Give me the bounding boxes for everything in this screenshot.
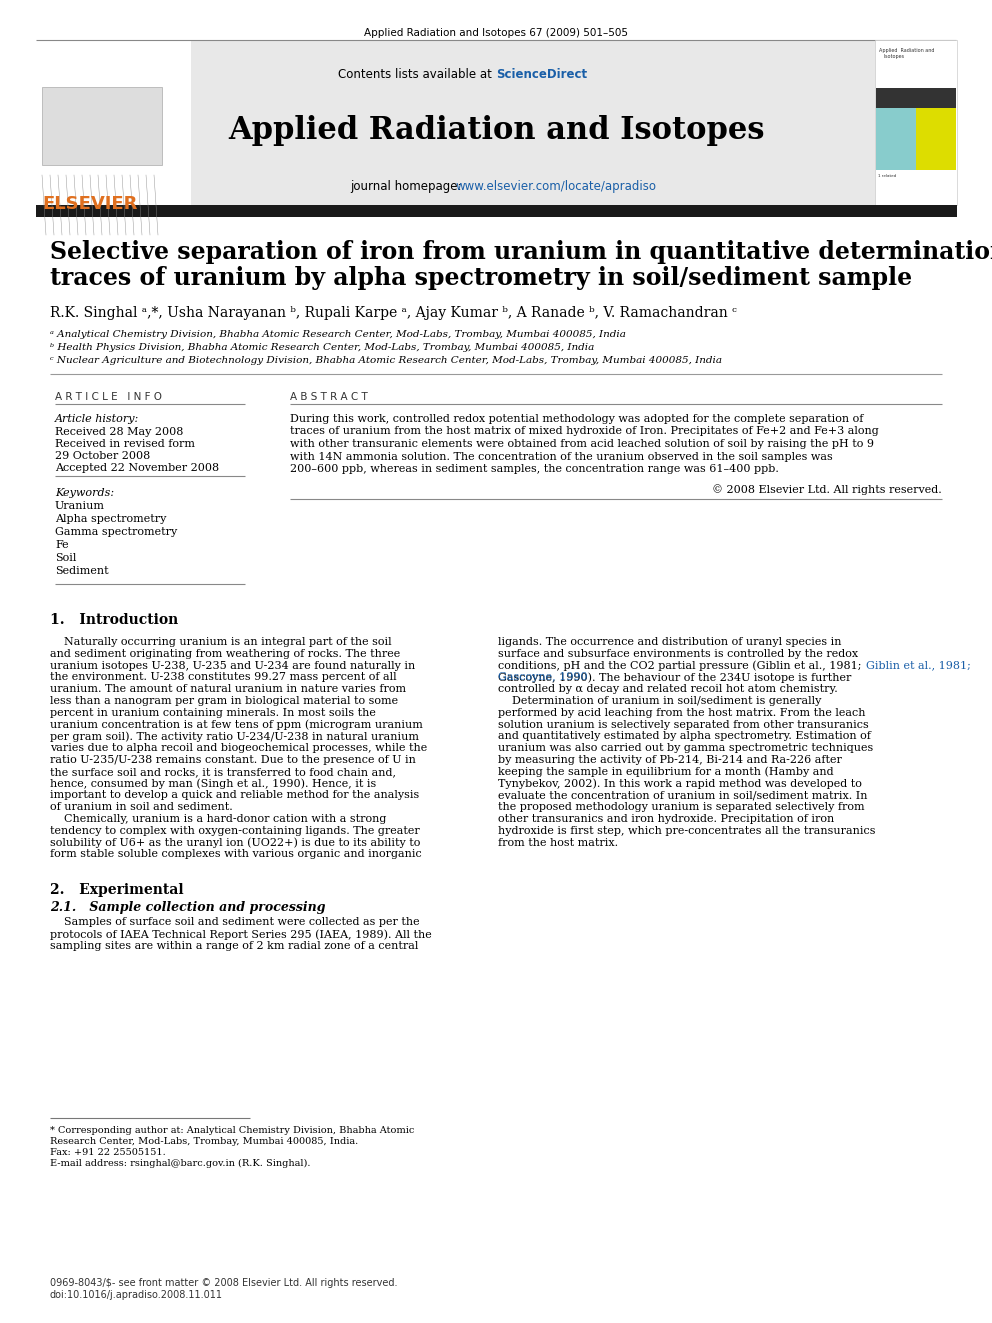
- Text: percent in uranium containing minerals. In most soils the: percent in uranium containing minerals. …: [50, 708, 376, 718]
- Text: Contents lists available at: Contents lists available at: [338, 67, 496, 81]
- Text: the proposed methodology uranium is separated selectively from: the proposed methodology uranium is sepa…: [498, 802, 865, 812]
- Bar: [36, 205, 957, 217]
- Text: form stable soluble complexes with various organic and inorganic: form stable soluble complexes with vario…: [50, 849, 422, 860]
- Text: keeping the sample in equilibrium for a month (Hamby and: keeping the sample in equilibrium for a …: [498, 767, 833, 778]
- Text: by measuring the activity of Pb-214, Bi-214 and Ra-226 after: by measuring the activity of Pb-214, Bi-…: [498, 755, 842, 765]
- Text: www.elsevier.com/locate/apradiso: www.elsevier.com/locate/apradiso: [456, 180, 657, 193]
- Text: ScienceDirect: ScienceDirect: [496, 67, 587, 81]
- Text: Keywords:: Keywords:: [55, 488, 114, 497]
- Bar: [36, 40, 191, 205]
- Bar: [876, 42, 956, 85]
- Text: Selective separation of iron from uranium in quantitative determination of: Selective separation of iron from uraniu…: [50, 239, 992, 265]
- Text: 200–600 ppb, whereas in sediment samples, the concentration range was 61–400 ppb: 200–600 ppb, whereas in sediment samples…: [290, 464, 779, 474]
- Text: uranium isotopes U-238, U-235 and U-234 are found naturally in: uranium isotopes U-238, U-235 and U-234 …: [50, 660, 416, 671]
- Text: other transuranics and iron hydroxide. Precipitation of iron: other transuranics and iron hydroxide. P…: [498, 814, 834, 824]
- Text: Tynybekov, 2002). In this work a rapid method was developed to: Tynybekov, 2002). In this work a rapid m…: [498, 779, 862, 789]
- Text: Gamma spectrometry: Gamma spectrometry: [55, 527, 178, 537]
- Bar: [875, 40, 957, 205]
- Text: Applied Radiation and Isotopes: Applied Radiation and Isotopes: [228, 115, 764, 146]
- Text: hence, consumed by man (Singh et al., 1990). Hence, it is: hence, consumed by man (Singh et al., 19…: [50, 779, 376, 789]
- Text: 1 related: 1 related: [878, 175, 896, 179]
- Text: Samples of surface soil and sediment were collected as per the: Samples of surface soil and sediment wer…: [50, 917, 420, 927]
- Text: A R T I C L E   I N F O: A R T I C L E I N F O: [55, 392, 162, 402]
- Text: per gram soil). The activity ratio U-234/U-238 in natural uranium: per gram soil). The activity ratio U-234…: [50, 732, 419, 742]
- Text: solubility of U6+ as the uranyl ion (UO22+) is due to its ability to: solubility of U6+ as the uranyl ion (UO2…: [50, 837, 421, 848]
- Text: 29 October 2008: 29 October 2008: [55, 451, 150, 460]
- Text: evaluate the concentration of uranium in soil/sediment matrix. In: evaluate the concentration of uranium in…: [498, 790, 867, 800]
- Text: R.K. Singhal ᵃ,*, Usha Narayanan ᵇ, Rupali Karpe ᵃ, Ajay Kumar ᵇ, A Ranade ᵇ, V.: R.K. Singhal ᵃ,*, Usha Narayanan ᵇ, Rupa…: [50, 306, 737, 320]
- Text: ᶜ Nuclear Agriculture and Biotechnology Division, Bhabha Atomic Research Center,: ᶜ Nuclear Agriculture and Biotechnology …: [50, 356, 722, 365]
- Text: 2.   Experimental: 2. Experimental: [50, 884, 184, 897]
- Text: Sediment: Sediment: [55, 566, 109, 576]
- Text: Gascoyne, 1990). The behaviour of the 234U isotope is further: Gascoyne, 1990). The behaviour of the 23…: [498, 672, 851, 683]
- Text: performed by acid leaching from the host matrix. From the leach: performed by acid leaching from the host…: [498, 708, 865, 718]
- Text: Received 28 May 2008: Received 28 May 2008: [55, 427, 184, 437]
- Text: ᵇ Health Physics Division, Bhabha Atomic Research Center, Mod-Labs, Trombay, Mum: ᵇ Health Physics Division, Bhabha Atomic…: [50, 343, 594, 352]
- Text: hydroxide is first step, which pre-concentrates all the transuranics: hydroxide is first step, which pre-conce…: [498, 826, 876, 836]
- Text: Article history:: Article history:: [55, 414, 139, 423]
- Text: Applied  Radiation and
   Isotopes: Applied Radiation and Isotopes: [879, 48, 934, 58]
- Text: uranium concentration is at few tens of ppm (microgram uranium: uranium concentration is at few tens of …: [50, 720, 423, 730]
- Text: Accepted 22 November 2008: Accepted 22 November 2008: [55, 463, 219, 474]
- Text: Research Center, Mod-Labs, Trombay, Mumbai 400085, India.: Research Center, Mod-Labs, Trombay, Mumb…: [50, 1136, 358, 1146]
- Text: sampling sites are within a range of 2 km radial zone of a central: sampling sites are within a range of 2 k…: [50, 941, 419, 951]
- Text: 1.   Introduction: 1. Introduction: [50, 613, 179, 627]
- Text: less than a nanogram per gram in biological material to some: less than a nanogram per gram in biologi…: [50, 696, 398, 706]
- Text: ELSEVIER: ELSEVIER: [42, 194, 137, 213]
- Text: and quantitatively estimated by alpha spectrometry. Estimation of: and quantitatively estimated by alpha sp…: [498, 732, 871, 741]
- Text: Soil: Soil: [55, 553, 76, 564]
- Text: the environment. U-238 constitutes 99.27 mass percent of all: the environment. U-238 constitutes 99.27…: [50, 672, 397, 683]
- Text: * Corresponding author at: Analytical Chemistry Division, Bhabha Atomic: * Corresponding author at: Analytical Ch…: [50, 1126, 415, 1135]
- Text: Gascoyne, 1990: Gascoyne, 1990: [498, 672, 587, 683]
- Text: During this work, controlled redox potential methodology was adopted for the com: During this work, controlled redox poten…: [290, 414, 863, 423]
- Text: © 2008 Elsevier Ltd. All rights reserved.: © 2008 Elsevier Ltd. All rights reserved…: [712, 484, 942, 495]
- Text: A B S T R A C T: A B S T R A C T: [290, 392, 368, 402]
- Text: with other transuranic elements were obtained from acid leached solution of soil: with other transuranic elements were obt…: [290, 439, 874, 448]
- Text: 2.1.   Sample collection and processing: 2.1. Sample collection and processing: [50, 901, 325, 914]
- Text: 0969-8043/$- see front matter © 2008 Elsevier Ltd. All rights reserved.: 0969-8043/$- see front matter © 2008 Els…: [50, 1278, 398, 1289]
- Text: from the host matrix.: from the host matrix.: [498, 837, 618, 848]
- Text: protocols of IAEA Technical Report Series 295 (IAEA, 1989). All the: protocols of IAEA Technical Report Serie…: [50, 929, 432, 939]
- Text: controlled by α decay and related recoil hot atom chemistry.: controlled by α decay and related recoil…: [498, 684, 838, 695]
- Text: of uranium in soil and sediment.: of uranium in soil and sediment.: [50, 802, 233, 812]
- Text: conditions, pH and the CO2 partial pressure (Giblin et al., 1981;: conditions, pH and the CO2 partial press…: [498, 660, 861, 671]
- Bar: [916, 108, 956, 169]
- Text: Determination of uranium in soil/sediment is generally: Determination of uranium in soil/sedimen…: [498, 696, 821, 706]
- Text: and sediment originating from weathering of rocks. The three: and sediment originating from weathering…: [50, 648, 400, 659]
- Text: uranium. The amount of natural uranium in nature varies from: uranium. The amount of natural uranium i…: [50, 684, 406, 695]
- Text: important to develop a quick and reliable method for the analysis: important to develop a quick and reliabl…: [50, 790, 420, 800]
- Text: Alpha spectrometry: Alpha spectrometry: [55, 515, 167, 524]
- Text: doi:10.1016/j.apradiso.2008.11.011: doi:10.1016/j.apradiso.2008.11.011: [50, 1290, 223, 1301]
- Text: ratio U-235/U-238 remains constant. Due to the presence of U in: ratio U-235/U-238 remains constant. Due …: [50, 755, 416, 765]
- Text: surface and subsurface environments is controlled by the redox: surface and subsurface environments is c…: [498, 648, 858, 659]
- Text: Applied Radiation and Isotopes 67 (2009) 501–505: Applied Radiation and Isotopes 67 (2009)…: [364, 28, 628, 38]
- Text: traces of uranium from the host matrix of mixed hydroxide of Iron. Precipitates : traces of uranium from the host matrix o…: [290, 426, 879, 437]
- Text: Chemically, uranium is a hard-donor cation with a strong: Chemically, uranium is a hard-donor cati…: [50, 814, 386, 824]
- Text: ligands. The occurrence and distribution of uranyl species in: ligands. The occurrence and distribution…: [498, 636, 841, 647]
- Text: with 14N ammonia solution. The concentration of the uranium observed in the soil: with 14N ammonia solution. The concentra…: [290, 451, 832, 462]
- Text: traces of uranium by alpha spectrometry in soil/sediment sample: traces of uranium by alpha spectrometry …: [50, 266, 912, 290]
- Text: solution uranium is selectively separated from other transuranics: solution uranium is selectively separate…: [498, 720, 869, 729]
- Text: the surface soil and rocks, it is transferred to food chain and,: the surface soil and rocks, it is transf…: [50, 767, 396, 777]
- Text: uranium was also carried out by gamma spectrometric techniques: uranium was also carried out by gamma sp…: [498, 744, 873, 753]
- Bar: [42, 87, 162, 165]
- Bar: [876, 108, 916, 169]
- Text: varies due to alpha recoil and biogeochemical processes, while the: varies due to alpha recoil and biogeoche…: [50, 744, 428, 753]
- Text: Giblin et al., 1981;: Giblin et al., 1981;: [866, 660, 971, 671]
- Text: Uranium: Uranium: [55, 501, 105, 511]
- Text: Naturally occurring uranium is an integral part of the soil: Naturally occurring uranium is an integr…: [50, 636, 392, 647]
- Bar: [876, 89, 956, 108]
- Text: E-mail address: rsinghal@barc.gov.in (R.K. Singhal).: E-mail address: rsinghal@barc.gov.in (R.…: [50, 1159, 310, 1168]
- Text: Fax: +91 22 25505151.: Fax: +91 22 25505151.: [50, 1148, 166, 1158]
- Text: tendency to complex with oxygen-containing ligands. The greater: tendency to complex with oxygen-containi…: [50, 826, 420, 836]
- Text: journal homepage:: journal homepage:: [350, 180, 465, 193]
- Text: ᵃ Analytical Chemistry Division, Bhabha Atomic Research Center, Mod-Labs, Tromba: ᵃ Analytical Chemistry Division, Bhabha …: [50, 329, 626, 339]
- Text: Received in revised form: Received in revised form: [55, 439, 195, 448]
- Bar: [191, 40, 909, 205]
- Text: Fe: Fe: [55, 540, 68, 550]
